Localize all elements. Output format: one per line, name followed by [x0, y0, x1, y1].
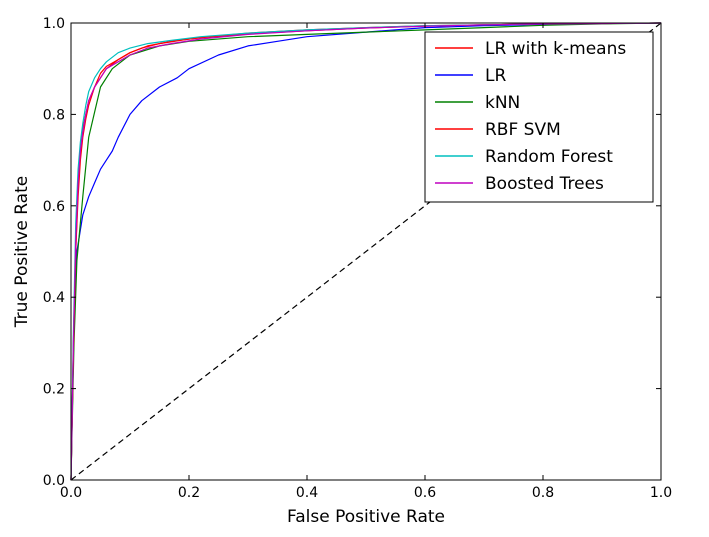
- x-tick-label: 0.6: [414, 485, 436, 501]
- x-axis-title: False Positive Rate: [287, 507, 445, 527]
- x-tick-label: 1.0: [650, 485, 672, 501]
- legend-label-5: Boosted Trees: [485, 174, 604, 194]
- plot-lines: [70, 22, 662, 481]
- x-tick-label: 0.8: [532, 485, 554, 501]
- y-tick-label: 0.4: [43, 290, 65, 306]
- x-tick-label: 0.4: [296, 485, 318, 501]
- x-tick-label: 0.2: [178, 485, 200, 501]
- y-tick-label: 0.8: [43, 107, 65, 123]
- legend-label-2: kNN: [485, 93, 520, 113]
- y-axis-title: True Positive Rate: [12, 176, 32, 328]
- legend-label-0: LR with k-means: [485, 39, 626, 59]
- legend: LR with k-means LR kNN RBF SVM Random Forest…: [424, 31, 654, 203]
- legend-label-3: RBF SVM: [485, 120, 561, 140]
- y-tick-label: 0.6: [43, 199, 65, 215]
- plot-frame: [70, 22, 662, 481]
- legend-label-4: Random Forest: [485, 147, 613, 167]
- legend-label-1: LR: [485, 66, 506, 86]
- y-tick-label: 0.0: [43, 473, 65, 489]
- x-tick-label: 0.0: [60, 485, 82, 501]
- y-tick-label: 0.2: [43, 382, 65, 398]
- legend-box: [424, 31, 654, 203]
- axis-ticks: 0.0 0.2 0.4 0.6 0.8 1.0 0.0 0.2 0.4 0.6 0.8 1.0: [43, 16, 672, 501]
- series-line-5: [70, 22, 662, 481]
- y-tick-label: 1.0: [43, 16, 65, 32]
